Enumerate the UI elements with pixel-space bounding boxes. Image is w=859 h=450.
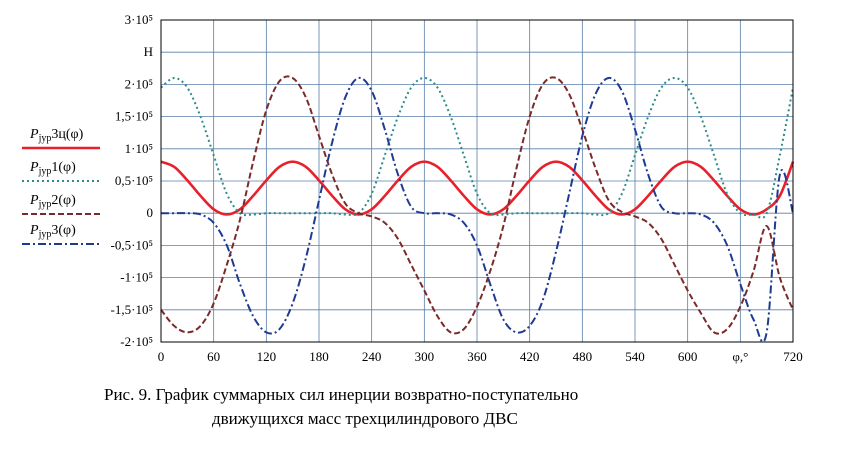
y-tick-label: 1·10⁵ [125,141,153,156]
x-axis-label: φ,° [732,349,748,364]
x-tick-label: 0 [158,349,165,364]
y-tick-label: Н [144,44,153,59]
y-tick-label: -1·10⁵ [120,270,153,285]
y-tick-label: 0,5·10⁵ [115,173,153,188]
legend: Pjур3ц(φ) Pjур1(φ) Pjур2(φ) Pjур3(φ) [22,127,100,245]
y-tick-label: 2·10⁵ [125,76,153,91]
y-tick-label: -2·10⁵ [120,334,153,349]
y-tick-label: 3·10⁵ [125,12,153,27]
series-line-4 [161,76,794,343]
x-tick-label: 240 [362,349,382,364]
x-tick-label: 60 [207,349,220,364]
x-tick-label: 600 [678,349,698,364]
x-tick-label: 540 [625,349,645,364]
legend-label-3: Pjур2(φ) [29,193,76,210]
x-tick-label: 720 [783,349,803,364]
y-tick-label: 1,5·10⁵ [115,109,153,124]
figure-caption-line-1: Рис. 9. График суммарных сил инерции воз… [104,385,579,404]
x-tick-label: 180 [309,349,329,364]
grid [160,19,794,343]
x-tick-label: 120 [257,349,277,364]
y-tick-label: -1,5·10⁵ [111,302,153,317]
x-tick-label: 300 [415,349,435,364]
legend-label-4: Pjур3(φ) [29,223,76,240]
x-axis-ticks: 0 60 120 180 240 300 360 420 480 540 600 720 φ,° [158,349,803,364]
x-tick-label: 420 [520,349,540,364]
y-tick-label: -0,5·10⁵ [111,237,153,252]
x-tick-label: 480 [573,349,593,364]
y-axis-ticks: 3·10⁵ Н 2·10⁵ 1,5·10⁵ 1·10⁵ 0,5·10⁵ 0 -0,5·10⁵ -… [111,12,153,349]
inertia-force-chart: 3·10⁵ Н 2·10⁵ 1,5·10⁵ 1·10⁵ 0,5·10⁵ 0 -0,5·10⁵ -… [22,12,803,364]
legend-label-2: Pjур1(φ) [29,160,76,177]
x-tick-label: 360 [467,349,487,364]
legend-label-1: Pjур3ц(φ) [29,127,84,144]
plot-frame [160,19,794,343]
series-line-3 [160,75,794,335]
series-line-1 [160,160,795,216]
series-group [160,75,795,343]
y-tick-label: 0 [147,205,154,220]
figure-caption-line-2: движущихся масс трехцилиндрового ДВС [212,409,518,428]
